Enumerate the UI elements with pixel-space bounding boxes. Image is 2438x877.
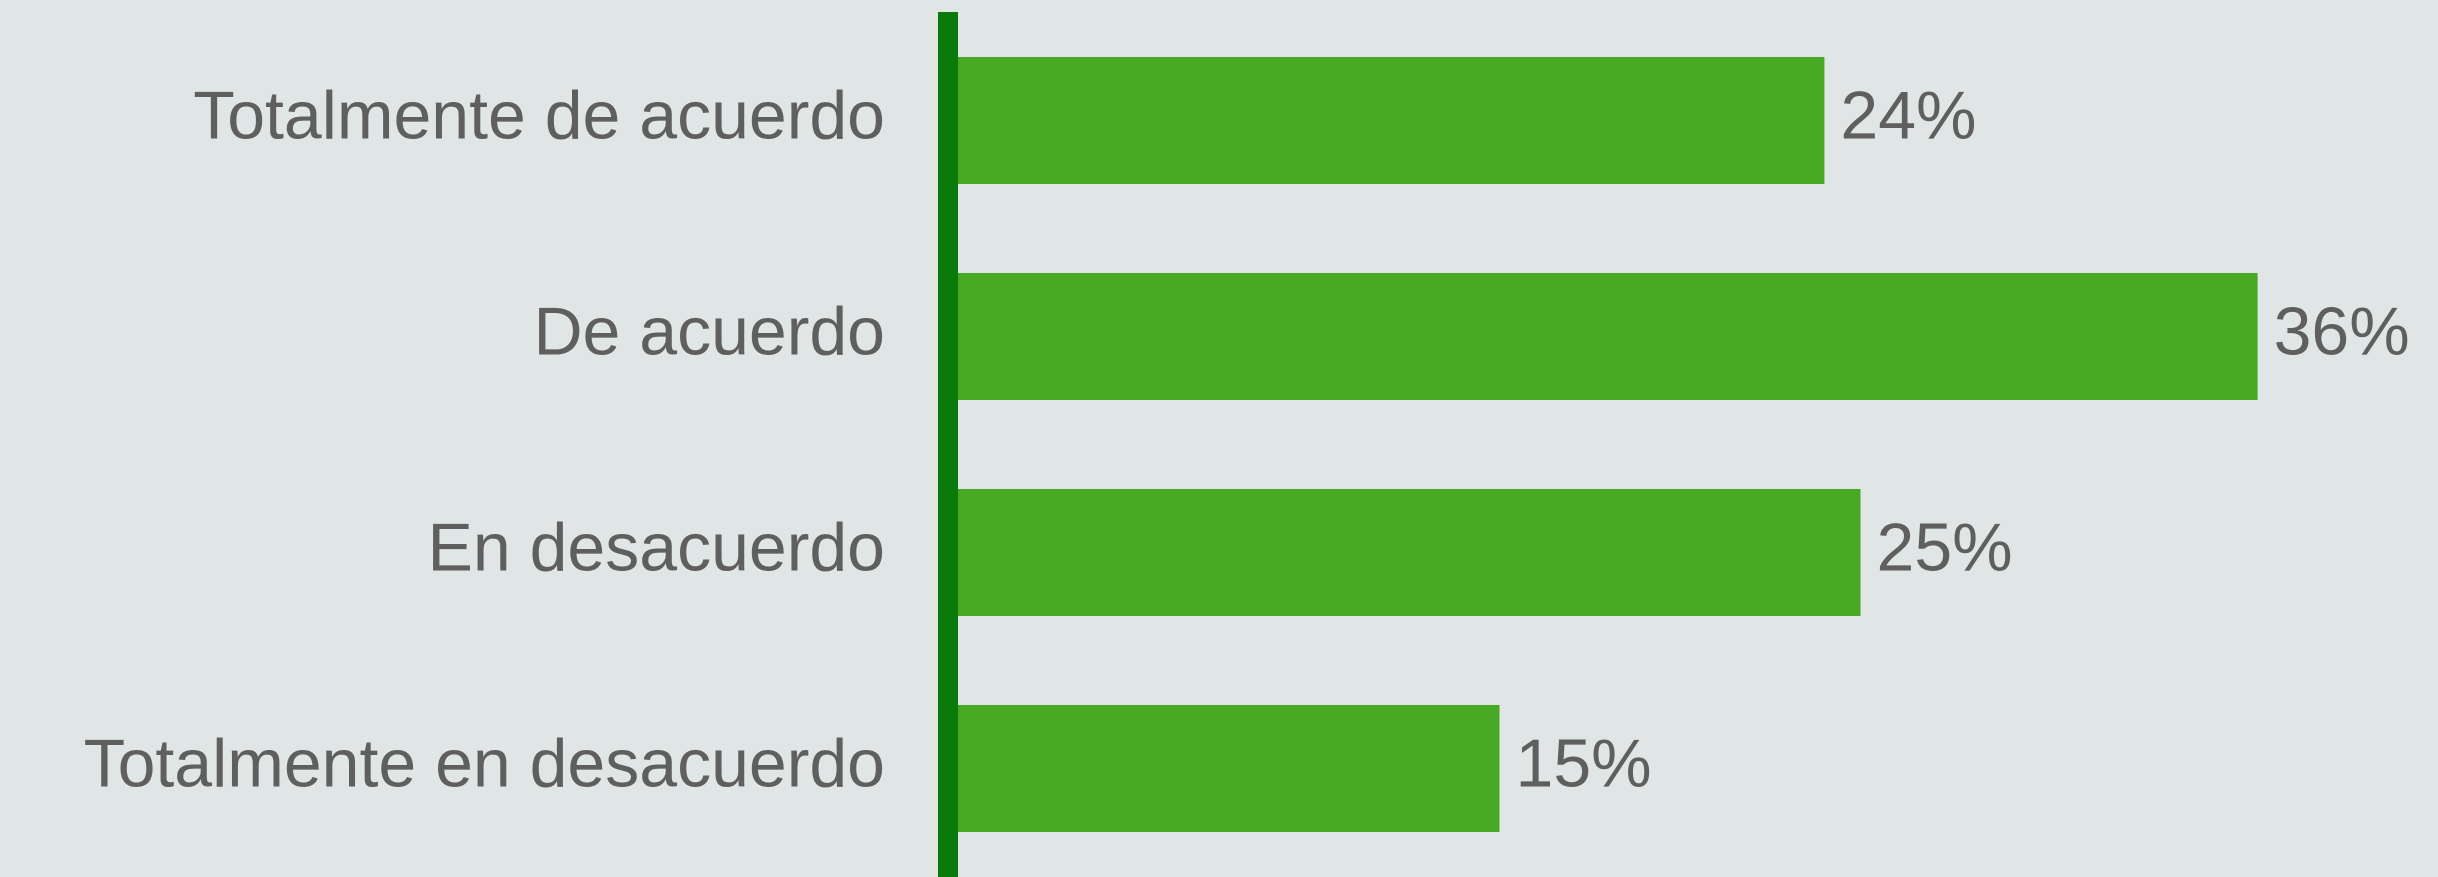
value-label: 24% <box>1840 77 1976 153</box>
category-label: De acuerdo <box>533 293 885 369</box>
page: Totalmente de acuerdo 24% De acuerdo 36% En … <box>0 0 2438 877</box>
category-label: Totalmente de acuerdo <box>193 77 885 153</box>
category-label: Totalmente en desacuerdo <box>84 725 885 801</box>
value-label: 25% <box>1877 509 2013 585</box>
bar <box>958 489 1861 616</box>
bar <box>958 57 1824 184</box>
axis-line <box>938 12 958 877</box>
category-label: En desacuerdo <box>428 509 885 585</box>
chart: Totalmente de acuerdo 24% De acuerdo 36% En … <box>0 0 2438 877</box>
bar <box>958 705 1500 832</box>
bar <box>958 273 2258 400</box>
value-label: 36% <box>2274 293 2410 369</box>
value-label: 15% <box>1516 725 1652 801</box>
